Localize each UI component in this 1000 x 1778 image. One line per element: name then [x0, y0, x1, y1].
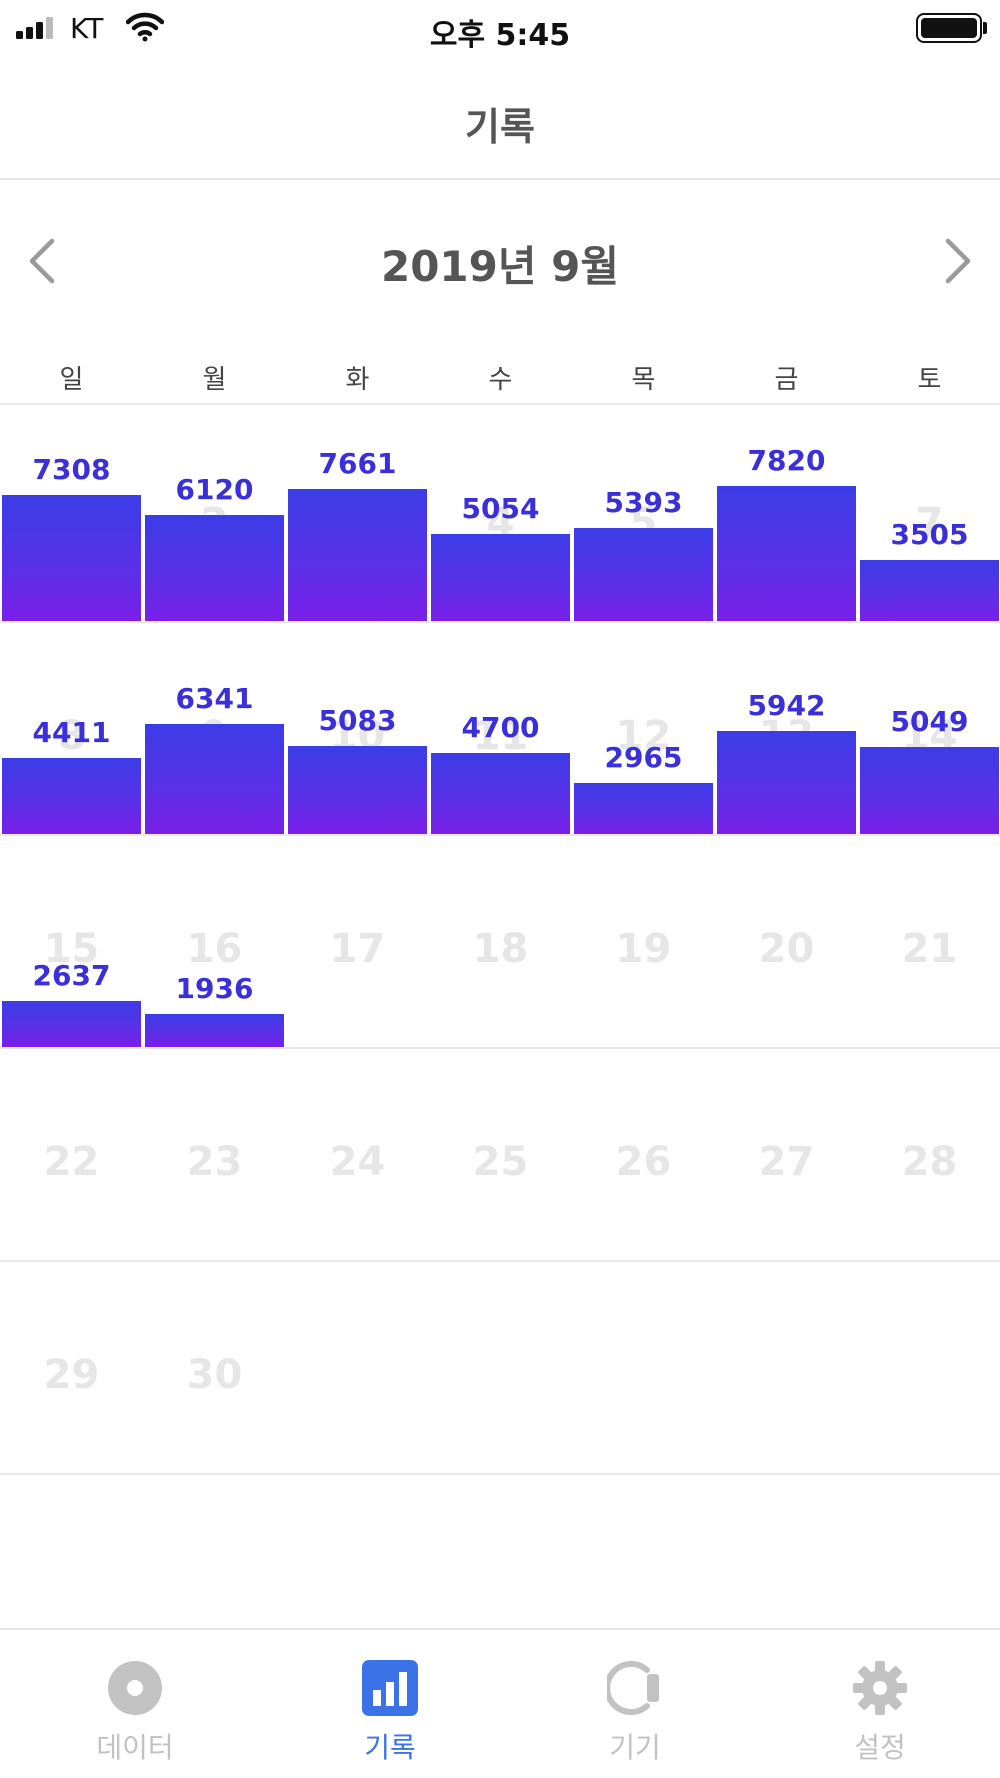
- day-number[interactable]: 16: [186, 926, 243, 972]
- day-number[interactable]: 7: [915, 500, 944, 546]
- day-number[interactable]: 20: [758, 926, 815, 972]
- tab-bar: 데이터 기록 기기: [0, 1628, 1000, 1778]
- weekday-sun: 일: [59, 365, 84, 395]
- gear-icon: [853, 1661, 907, 1715]
- day-bar[interactable]: [288, 489, 427, 621]
- day-bar[interactable]: [860, 747, 999, 834]
- week-divider: [0, 1047, 1000, 1049]
- wifi-icon: [126, 12, 164, 42]
- bar-value-label: 7820: [747, 444, 826, 477]
- day-number[interactable]: 26: [615, 1139, 672, 1185]
- day-bar[interactable]: [717, 731, 856, 834]
- weekday-wed: 수: [488, 365, 513, 395]
- disc-icon: [108, 1661, 162, 1715]
- day-bar[interactable]: [431, 534, 570, 621]
- bar-value-label: 5083: [318, 704, 397, 737]
- bar-value-label: 6120: [175, 473, 254, 506]
- day-number[interactable]: 19: [615, 926, 672, 972]
- weekday-thu: 목: [631, 365, 656, 395]
- day-bar[interactable]: [431, 753, 570, 834]
- bar-value-label: 6341: [175, 682, 254, 715]
- day-bar[interactable]: [717, 486, 856, 621]
- day-number[interactable]: 15: [43, 926, 100, 972]
- battery-tip: [983, 22, 987, 34]
- bar-value-label: 1936: [175, 972, 254, 1005]
- day-bar[interactable]: [2, 495, 141, 621]
- day-number[interactable]: 22: [43, 1139, 100, 1185]
- day-number[interactable]: 21: [901, 926, 958, 972]
- week-divider: [0, 1260, 1000, 1262]
- tab-data[interactable]: 데이터: [10, 1630, 260, 1778]
- status-time: 오후 5:45: [429, 18, 571, 53]
- week-divider: [0, 621, 1000, 623]
- weekday-mon: 월: [202, 365, 227, 395]
- week-divider: [0, 834, 1000, 836]
- status-bar: KT 오후 5:45: [0, 0, 1000, 56]
- tab-settings[interactable]: 설정: [755, 1630, 1000, 1778]
- bar-value-label: 5054: [461, 492, 540, 525]
- battery-icon: [916, 13, 982, 43]
- day-bar[interactable]: [574, 783, 713, 834]
- weekday-header: 일 월 화 수 목 금 토: [0, 355, 1000, 405]
- day-bar[interactable]: [145, 724, 284, 834]
- device-icon: [607, 1661, 659, 1715]
- bar-value-label: 5393: [604, 486, 683, 519]
- day-bar[interactable]: [145, 1014, 284, 1047]
- day-bar[interactable]: [288, 746, 427, 834]
- day-number[interactable]: 12: [615, 713, 672, 759]
- month-title: 2019년 9월: [380, 242, 620, 291]
- month-header: 2019년 9월: [0, 225, 1000, 295]
- bar-value-label: 5049: [890, 705, 969, 738]
- day-number[interactable]: 17: [329, 926, 386, 972]
- tab-settings-label: 설정: [854, 1731, 906, 1764]
- carrier-label: KT: [70, 12, 104, 45]
- bar-value-label: 5942: [747, 689, 826, 722]
- day-bar[interactable]: [145, 515, 284, 621]
- day-number[interactable]: 24: [329, 1139, 386, 1185]
- day-number[interactable]: 27: [758, 1139, 815, 1185]
- bar-value-label: 7661: [318, 447, 397, 480]
- prev-month-button[interactable]: [20, 231, 66, 291]
- weekday-tue: 화: [345, 365, 370, 395]
- bar-value-label: 4700: [461, 711, 540, 744]
- bar-value-label: 3505: [890, 518, 969, 551]
- tab-data-label: 데이터: [96, 1731, 174, 1764]
- next-month-button[interactable]: [934, 231, 980, 291]
- day-bar[interactable]: [860, 560, 999, 621]
- day-number[interactable]: 23: [186, 1139, 243, 1185]
- tab-device[interactable]: 기기: [510, 1630, 760, 1778]
- day-number[interactable]: 25: [472, 1139, 529, 1185]
- bar-chart-icon: [362, 1660, 418, 1716]
- day-number[interactable]: 8: [57, 713, 86, 759]
- day-number[interactable]: 29: [43, 1352, 100, 1398]
- tab-records[interactable]: 기록: [265, 1630, 515, 1778]
- tab-records-label: 기록: [364, 1731, 416, 1764]
- navigation-bar: 기록: [0, 56, 1000, 180]
- signal-icon: [16, 17, 61, 39]
- day-number[interactable]: 28: [901, 1139, 958, 1185]
- bar-value-label: 2637: [32, 959, 111, 992]
- bar-value-label: 4411: [32, 716, 111, 749]
- week-divider: [0, 1473, 1000, 1475]
- day-bar[interactable]: [2, 758, 141, 834]
- weekday-fri: 금: [774, 365, 799, 395]
- weekday-sat: 토: [917, 365, 942, 395]
- day-number[interactable]: 30: [186, 1352, 243, 1398]
- page-title: 기록: [465, 105, 535, 149]
- bar-value-label: 2965: [604, 741, 683, 774]
- tab-device-label: 기기: [609, 1731, 661, 1764]
- day-bar[interactable]: [574, 528, 713, 621]
- calendar-grid: 1730826120376614505455393678207350584411…: [0, 410, 1000, 1476]
- day-number[interactable]: 11: [472, 713, 529, 759]
- day-number[interactable]: 18: [472, 926, 529, 972]
- day-bar[interactable]: [2, 1001, 141, 1047]
- bar-value-label: 7308: [32, 453, 111, 486]
